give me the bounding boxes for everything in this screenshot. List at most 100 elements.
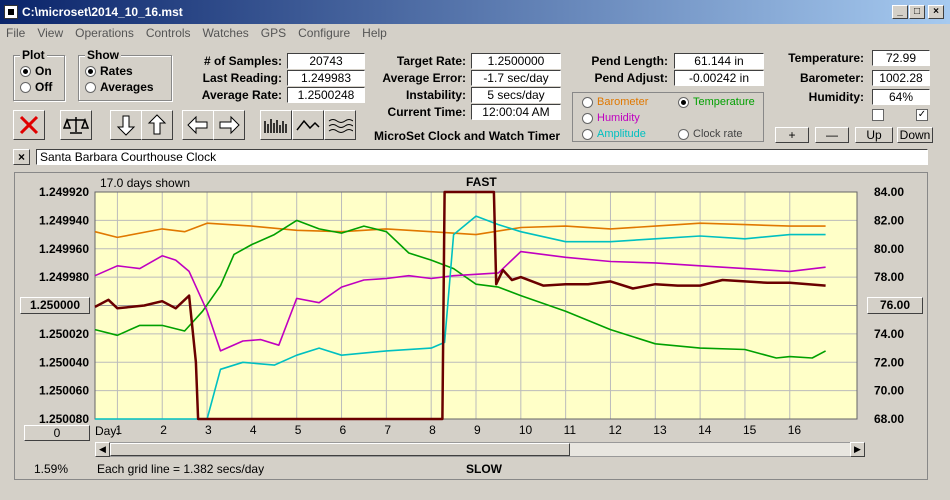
bar-view-button[interactable] bbox=[260, 110, 292, 140]
menu-controls[interactable]: Controls bbox=[145, 26, 191, 40]
scales-icon bbox=[63, 117, 89, 134]
center-rate-button[interactable]: 1.250000 bbox=[20, 297, 90, 314]
close-watch-button[interactable]: × bbox=[13, 149, 30, 165]
arrow-right-icon bbox=[219, 115, 240, 135]
title-bar: C:\microset\2014_10_16.mst bbox=[0, 0, 950, 24]
clock-rate-radio[interactable]: Clock rate bbox=[678, 128, 743, 140]
wave-view-button[interactable] bbox=[324, 110, 356, 140]
days-shown-label: 17.0 days shown bbox=[100, 176, 191, 190]
show-averages-label: Averages bbox=[100, 80, 154, 94]
day-tick-label: 6 bbox=[340, 423, 347, 437]
checkbox-left[interactable] bbox=[872, 109, 884, 121]
menu-gps[interactable]: GPS bbox=[260, 26, 287, 40]
day-tick-label: 5 bbox=[295, 423, 302, 437]
humidity-reading-value: 64% bbox=[872, 89, 930, 105]
scroll-right-button[interactable]: ▶ bbox=[850, 442, 865, 457]
stop-button[interactable] bbox=[13, 110, 45, 140]
down-button[interactable]: Down bbox=[897, 127, 933, 143]
pend-length-label: Pend Length: bbox=[591, 54, 668, 68]
red-x-icon bbox=[19, 115, 39, 135]
watch-name-field[interactable]: Santa Barbara Courthouse Clock bbox=[36, 149, 928, 165]
average-error-label: Average Error: bbox=[382, 71, 466, 85]
menu-configure[interactable]: Configure bbox=[298, 26, 351, 40]
amplitude-radio[interactable]: Amplitude bbox=[582, 128, 646, 140]
minimize-button[interactable]: _ bbox=[892, 5, 908, 19]
day-tick-label: 8 bbox=[429, 423, 436, 437]
pend-adjust-label: Pend Adjust: bbox=[594, 71, 668, 85]
scroll-thumb[interactable] bbox=[110, 443, 570, 456]
plot-off-radio[interactable]: Off bbox=[20, 80, 52, 94]
arrow-up-icon bbox=[147, 114, 167, 135]
line-view-button[interactable] bbox=[292, 110, 324, 140]
up-button[interactable]: Up bbox=[855, 127, 893, 143]
day-tick-label: 11 bbox=[564, 423, 577, 437]
temperature-reading-value: 72.99 bbox=[872, 50, 930, 66]
plus-button[interactable]: + bbox=[775, 127, 809, 143]
minus-button[interactable]: — bbox=[815, 127, 849, 143]
checkbox-right[interactable]: ✓ bbox=[916, 109, 928, 121]
day-tick-label: 1 bbox=[115, 423, 122, 437]
current-time-value: 12:00:04 AM bbox=[471, 104, 561, 120]
window-title: C:\microset\2014_10_16.mst bbox=[22, 5, 183, 19]
humidity-label: Humidity bbox=[597, 112, 640, 124]
menu-file[interactable]: File bbox=[6, 26, 26, 40]
balance-button[interactable] bbox=[60, 110, 92, 140]
close-window-button[interactable]: × bbox=[928, 5, 944, 19]
samples-value: 20743 bbox=[287, 53, 365, 69]
menu-operations[interactable]: Operations bbox=[75, 26, 134, 40]
day-tick-label: 14 bbox=[698, 423, 712, 437]
average-rate-value: 1.2500248 bbox=[287, 87, 365, 103]
center-temp-button[interactable]: 76.00 bbox=[867, 297, 923, 314]
day-tick-label: 12 bbox=[608, 423, 622, 437]
right-tick-label: 78.00 bbox=[874, 270, 904, 284]
app-icon bbox=[4, 5, 18, 19]
left-tick-label: 1.250080 bbox=[39, 412, 89, 426]
day-tick-label: 3 bbox=[205, 423, 212, 437]
plot-on-radio[interactable]: On bbox=[20, 64, 52, 78]
amplitude-label: Amplitude bbox=[597, 128, 646, 140]
barometer-label: Barometer bbox=[597, 96, 649, 108]
show-averages-radio[interactable]: Averages bbox=[85, 80, 154, 94]
right-tick-label: 68.00 bbox=[874, 412, 904, 426]
left-tick-label: 1.249920 bbox=[39, 185, 89, 199]
arrow-right-button[interactable] bbox=[213, 110, 245, 140]
radio-dot-icon bbox=[582, 112, 593, 124]
right-tick-label: 84.00 bbox=[874, 185, 904, 199]
right-tick-label: 72.00 bbox=[874, 355, 904, 369]
scroll-left-button[interactable]: ◀ bbox=[95, 442, 110, 457]
sensor-select-box bbox=[572, 92, 764, 142]
maximize-button[interactable]: □ bbox=[909, 5, 925, 19]
day-tick-label: 9 bbox=[474, 423, 481, 437]
current-time-label: Current Time: bbox=[387, 105, 466, 119]
target-rate-value: 1.2500000 bbox=[471, 53, 561, 69]
humidity-radio[interactable]: Humidity bbox=[582, 112, 640, 124]
instability-value: 5 secs/day bbox=[471, 87, 561, 103]
barometer-radio[interactable]: Barometer bbox=[582, 96, 648, 108]
offset-button[interactable]: 0 bbox=[24, 425, 90, 441]
slow-label: SLOW bbox=[466, 462, 502, 476]
day-tick-label: 15 bbox=[743, 423, 757, 437]
day-tick-label: 16 bbox=[788, 423, 802, 437]
radio-dot-icon bbox=[582, 96, 593, 108]
arrow-left-icon bbox=[187, 115, 208, 135]
radio-dot-icon bbox=[678, 128, 689, 140]
plot-off-label: Off bbox=[35, 80, 53, 94]
temperature-reading-label: Temperature: bbox=[788, 51, 864, 65]
temperature-radio[interactable]: Temperature bbox=[678, 96, 755, 108]
wave-icon bbox=[328, 119, 353, 133]
instability-label: Instability: bbox=[405, 88, 466, 102]
line-chart-icon bbox=[296, 119, 320, 131]
menu-watches[interactable]: Watches bbox=[202, 26, 249, 40]
arrow-up-button[interactable] bbox=[141, 110, 173, 140]
right-tick-label: 82.00 bbox=[874, 213, 904, 227]
barometer-reading-value: 1002.28 bbox=[872, 70, 930, 86]
left-tick-label: 1.250020 bbox=[39, 327, 89, 341]
grid-note: Each grid line = 1.382 secs/day bbox=[97, 462, 265, 476]
menu-help[interactable]: Help bbox=[362, 26, 387, 40]
menu-bar: File View Operations Controls Watches GPS Conf… bbox=[0, 24, 950, 42]
right-tick-label: 70.00 bbox=[874, 384, 904, 398]
show-rates-radio[interactable]: Rates bbox=[85, 64, 133, 78]
day-tick-label: 7 bbox=[384, 423, 391, 437]
series-line-amplitude bbox=[95, 215, 826, 420]
menu-view[interactable]: View bbox=[37, 26, 64, 40]
